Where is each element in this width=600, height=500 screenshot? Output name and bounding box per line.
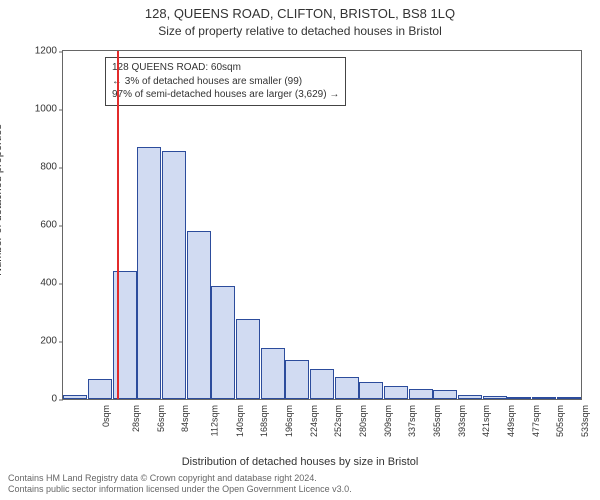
x-tick: 196sqm — [284, 399, 294, 437]
x-tick: 309sqm — [383, 399, 393, 437]
bar — [507, 397, 531, 399]
x-tick: 337sqm — [407, 399, 417, 437]
bar — [409, 389, 433, 399]
footer: Contains HM Land Registry data © Crown c… — [8, 473, 352, 496]
bar — [532, 397, 556, 399]
bar — [137, 147, 161, 399]
bar — [310, 369, 334, 399]
marker-line — [117, 51, 119, 399]
x-tick: 477sqm — [531, 399, 541, 437]
page-title: 128, QUEENS ROAD, CLIFTON, BRISTOL, BS8 … — [0, 6, 600, 21]
y-tick: 1000 — [35, 104, 63, 115]
x-axis-label: Distribution of detached houses by size … — [0, 456, 600, 468]
bar — [63, 395, 87, 399]
x-tick: 56sqm — [156, 399, 166, 432]
x-tick: 533sqm — [580, 399, 590, 437]
y-tick: 200 — [40, 336, 63, 347]
bar — [285, 360, 309, 399]
chart-area: 128 QUEENS ROAD: 60sqm ← 3% of detached … — [62, 50, 582, 400]
bar — [113, 271, 137, 399]
bar — [162, 151, 186, 399]
y-tick: 1200 — [35, 46, 63, 57]
x-tick: 421sqm — [481, 399, 491, 437]
x-tick: 393sqm — [457, 399, 467, 437]
y-tick: 600 — [40, 220, 63, 231]
x-tick: 140sqm — [235, 399, 245, 437]
y-tick: 400 — [40, 278, 63, 289]
x-tick: 112sqm — [209, 399, 219, 436]
footer-line-1: Contains HM Land Registry data © Crown c… — [8, 473, 352, 485]
info-line-2: ← 3% of detached houses are smaller (99) — [112, 75, 339, 89]
x-tick: 224sqm — [309, 399, 319, 437]
bar — [359, 382, 383, 399]
y-tick: 0 — [51, 394, 63, 405]
x-tick: 28sqm — [131, 399, 141, 432]
bar — [384, 386, 408, 399]
y-tick: 800 — [40, 162, 63, 173]
x-tick: 365sqm — [432, 399, 442, 437]
bar — [483, 396, 507, 399]
x-tick: 84sqm — [180, 399, 190, 432]
footer-line-2: Contains public sector information licen… — [8, 484, 352, 496]
page: 128, QUEENS ROAD, CLIFTON, BRISTOL, BS8 … — [0, 0, 600, 500]
bar — [458, 395, 482, 399]
x-tick: 505sqm — [555, 399, 565, 437]
x-tick: 0sqm — [101, 399, 111, 427]
info-line-1: 128 QUEENS ROAD: 60sqm — [112, 61, 339, 75]
bar — [557, 397, 581, 399]
bar — [211, 286, 235, 399]
bar — [88, 379, 112, 399]
x-tick: 252sqm — [333, 399, 343, 437]
info-line-3: 97% of semi-detached houses are larger (… — [112, 88, 339, 102]
info-box: 128 QUEENS ROAD: 60sqm ← 3% of detached … — [105, 57, 346, 106]
page-subtitle: Size of property relative to detached ho… — [0, 24, 600, 38]
bar — [187, 231, 211, 399]
bar — [433, 390, 457, 399]
x-tick: 449sqm — [506, 399, 516, 437]
bar — [236, 319, 260, 399]
y-axis-label: Number of detached properties — [0, 124, 4, 276]
bar — [335, 377, 359, 399]
x-tick: 280sqm — [358, 399, 368, 437]
x-tick: 168sqm — [259, 399, 269, 437]
bar — [261, 348, 285, 399]
